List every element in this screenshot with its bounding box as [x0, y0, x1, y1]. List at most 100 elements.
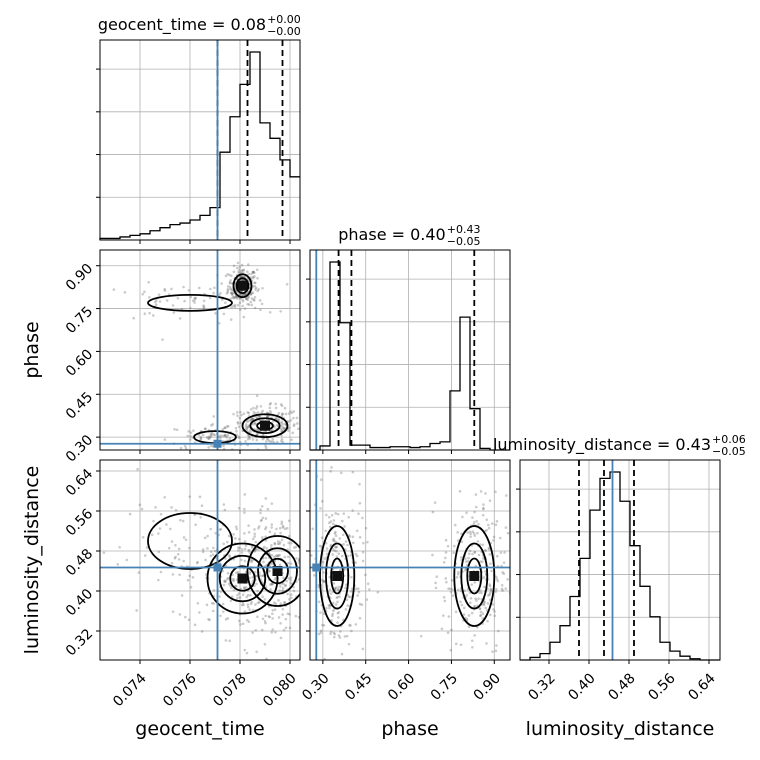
sample-point: [172, 311, 176, 314]
sample-point: [351, 675, 354, 678]
sample-point: [232, 270, 236, 274]
sample-point: [460, 603, 464, 607]
sample-point: [364, 573, 367, 577]
sample-point: [204, 427, 207, 430]
sample-point: [341, 519, 344, 523]
sample-point: [334, 540, 337, 544]
sample-point: [201, 550, 205, 554]
sample-point: [220, 282, 223, 285]
sample-point: [253, 570, 257, 574]
sample-point: [184, 447, 188, 450]
sample-point: [336, 611, 340, 615]
sample-point: [240, 558, 243, 562]
sample-point: [275, 424, 279, 427]
sample-point: [295, 416, 299, 420]
sample-point: [336, 600, 339, 604]
sample-point: [233, 296, 236, 299]
sample-point: [343, 635, 347, 638]
sample-point: [482, 576, 486, 579]
sample-point: [330, 513, 334, 517]
sample-point: [328, 525, 332, 529]
sample-point: [444, 551, 448, 554]
sample-point: [479, 610, 483, 614]
sample-point: [505, 494, 508, 497]
sample-point: [319, 507, 322, 510]
sample-point: [324, 529, 328, 533]
sample-point: [257, 526, 260, 530]
sample-point: [331, 538, 335, 542]
sample-point: [233, 305, 237, 309]
sample-point: [251, 291, 255, 295]
sample-point: [180, 307, 184, 311]
sample-point: [125, 558, 129, 562]
sample-point: [141, 292, 145, 296]
sample-point: [273, 578, 277, 581]
sample-point: [266, 437, 270, 441]
sample-point: [253, 281, 257, 285]
sample-point: [260, 628, 264, 632]
sample-point: [245, 297, 248, 301]
sample-point: [247, 303, 251, 306]
sample-point: [286, 555, 290, 559]
sample-point: [297, 615, 300, 619]
sample-point: [280, 404, 284, 407]
sample-point: [171, 610, 175, 613]
sample-point: [466, 531, 470, 534]
sample-point: [484, 570, 487, 573]
sample-point: [488, 591, 492, 595]
sample-point: [348, 595, 352, 599]
sample-point: [334, 587, 337, 590]
sample-point: [292, 424, 296, 428]
sample-point: [279, 427, 283, 431]
sample-point: [243, 610, 247, 613]
sample-point: [292, 423, 296, 426]
sample-point: [245, 455, 248, 458]
sample-point: [220, 298, 224, 302]
sample-point: [244, 586, 248, 589]
contour-geocent_time_vs_phase-1-1: [249, 417, 281, 435]
sample-point: [504, 587, 508, 590]
sample-point: [252, 537, 255, 541]
contour-geocent_time_vs_luminosity_distance-0-1: [218, 554, 267, 603]
sample-point: [281, 524, 285, 528]
sample-point: [234, 295, 238, 299]
sample-point: [364, 526, 368, 530]
sample-point: [462, 606, 466, 610]
sample-point: [174, 543, 177, 547]
sample-point: [253, 275, 256, 278]
sample-point: [200, 630, 204, 633]
sample-point: [251, 438, 255, 441]
sample-point: [242, 268, 246, 272]
sample-point: [260, 302, 264, 306]
sample-point: [266, 437, 269, 440]
sample-point: [237, 268, 241, 272]
sample-point: [257, 601, 261, 604]
sample-point: [477, 553, 481, 557]
scatter-content-phase_vs_luminosity_distance: [310, 460, 510, 678]
sample-point: [327, 515, 331, 519]
sample-point: [306, 583, 309, 586]
sample-point: [253, 532, 257, 536]
sample-point: [247, 531, 251, 534]
sample-point: [209, 435, 213, 438]
sample-point: [267, 439, 271, 443]
sample-point: [238, 297, 241, 300]
ytick-label-phase-0: 0.30: [63, 432, 96, 465]
sample-point: [494, 523, 498, 527]
sample-point: [340, 652, 344, 656]
sample-point: [158, 527, 162, 530]
sample-point: [222, 434, 225, 438]
sample-point: [232, 304, 235, 308]
sample-point: [280, 434, 283, 437]
sample-point: [358, 602, 362, 606]
sample-point: [209, 550, 213, 554]
sample-point: [248, 572, 252, 575]
sample-point: [255, 650, 258, 654]
sample-point: [338, 568, 342, 572]
sample-point: [193, 623, 197, 627]
sample-point: [281, 422, 285, 426]
sample-point: [181, 519, 185, 523]
sample-point: [123, 291, 127, 294]
sample-point: [202, 306, 206, 310]
sample-point: [242, 412, 246, 416]
